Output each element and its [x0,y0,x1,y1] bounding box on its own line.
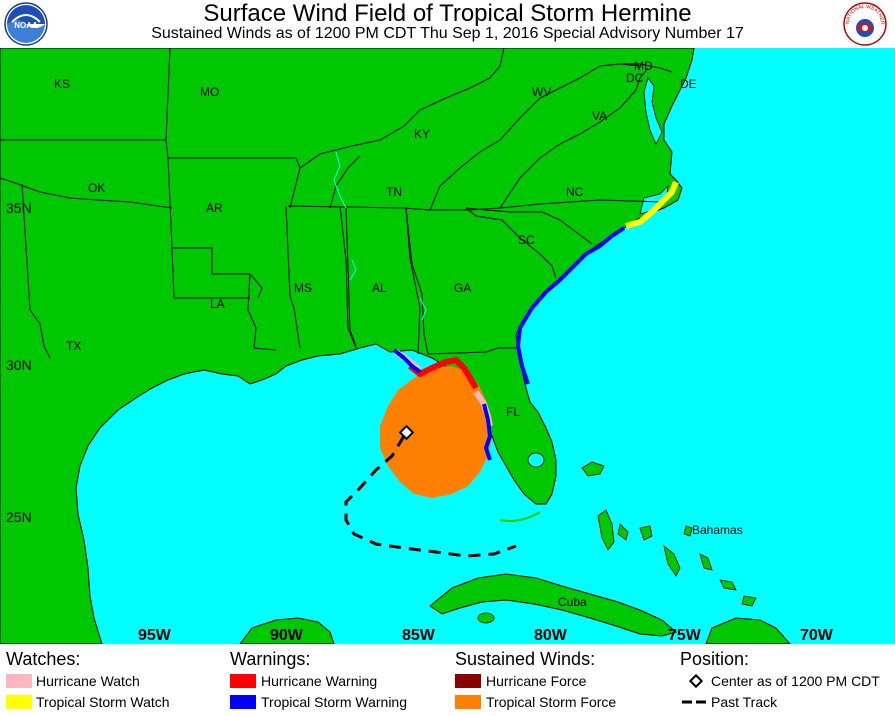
cuba [429,573,678,637]
state-label-md: MD [634,59,653,73]
state-label-ks: KS [54,77,70,91]
lat-35n-label: 35N [6,200,32,216]
state-label-nc: NC [566,185,584,199]
legend: Watches: Hurricane Watch Tropical Storm … [0,644,895,716]
tropical-storm-watch-swatch [6,695,32,709]
lon-95w-label: 95W [138,627,172,644]
lake-okeechobee [527,452,545,468]
legend-position-heading: Position: [680,649,750,669]
lon-70w-label: 70W [800,627,834,644]
hurricane-warning-swatch [230,674,256,688]
legend-watches-heading: Watches: [6,649,81,669]
state-label-ok: OK [88,181,105,195]
legend-hurricane-warning: Hurricane Warning [261,673,378,689]
legend-past-track: Past Track [711,694,778,710]
chesapeake-bay [643,77,663,145]
center-position-icon [688,673,704,689]
legend-tropical-storm-warning: Tropical Storm Warning [261,694,408,710]
florida-keys [499,511,541,522]
nws-logo: NATIONAL WEATHER SERVICE [843,2,887,46]
isle-of-youth [477,612,495,624]
us-land [0,48,695,644]
hurricane-watch-swatch [6,674,32,688]
header: NOAA Surface Wind Field of Tropical Stor… [0,0,895,48]
state-label-ar: AR [206,201,223,215]
state-label-de: DE [680,77,697,91]
state-label-va: VA [592,109,607,123]
hurricane-force-swatch [455,674,481,688]
legend-center-position: Center as of 1200 PM CDT [711,673,880,689]
tropical-storm-force-wind-field [380,366,492,498]
state-label-wv: WV [532,85,551,99]
lon-90w-label: 90W [270,627,304,644]
legend-hurricane-watch: Hurricane Watch [36,673,140,689]
lon-80w-label: 80W [534,627,568,644]
tropical-storm-force-swatch [455,695,481,709]
noaa-logo-text: NOAA [14,21,38,30]
state-label-fl: FL [506,405,520,419]
lat-30n-label: 30N [6,357,32,373]
lon-75w-label: 75W [668,627,702,644]
page-subtitle: Sustained Winds as of 1200 PM CDT Thu Se… [151,25,744,42]
state-label-mo: MO [200,85,219,99]
storm-center-marker [398,424,415,441]
tropical-storm-warning-gulf-west [392,348,422,374]
past-track-icon [682,700,706,704]
legend-warnings-heading: Warnings: [230,649,311,669]
state-label-dc: DC [626,71,644,85]
hurricane-warning-coast [408,356,479,390]
state-boundaries [0,48,673,359]
state-label-ky: KY [414,127,430,141]
past-track [344,435,517,558]
state-label-la: LA [210,297,225,311]
legend-winds-heading: Sustained Winds: [455,649,596,669]
lon-85w-label: 85W [402,627,436,644]
state-label-tn: TN [386,185,402,199]
noaa-logo: NOAA [4,2,48,46]
state-label-ga: GA [454,281,471,295]
legend-tropical-storm-force: Tropical Storm Force [486,694,617,710]
lat-25n-label: 25N [6,509,32,525]
state-label-al: AL [372,281,387,295]
state-label-tx: TX [66,339,81,353]
page-title: Surface Wind Field of Tropical Storm Her… [203,0,692,27]
hispaniola [705,617,791,644]
rivers [333,151,427,321]
legend-hurricane-force: Hurricane Force [486,673,587,689]
wind-field-map: 35N 30N 25N 95W 90W 85W 80W 75W 70W KS M… [0,48,895,644]
place-label-bahamas: Bahamas [692,523,743,537]
bahamas-islands [581,461,757,607]
place-label-cuba: Cuba [558,595,587,609]
tropical-storm-watch-coast [625,180,679,229]
legend-tropical-storm-watch: Tropical Storm Watch [36,694,170,710]
tropical-storm-warning-gulf-south [482,403,493,461]
tropical-storm-warning-swatch [230,695,256,709]
state-label-sc: SC [518,233,535,247]
yucatan [239,617,335,644]
state-label-ms: MS [294,281,312,295]
tropical-storm-warning-atlantic [515,226,626,385]
